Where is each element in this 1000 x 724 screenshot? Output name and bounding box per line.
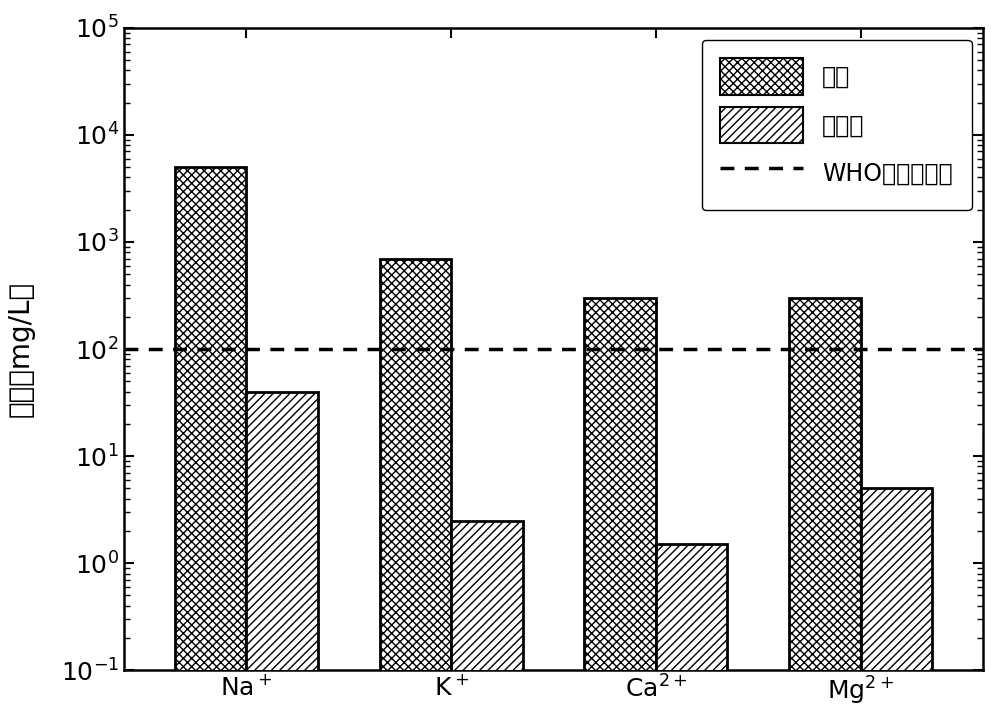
- Bar: [246, 392, 318, 724]
- Bar: [451, 521, 523, 724]
- Bar: [175, 167, 246, 724]
- Legend: 海水, 净化水, WHO饮用水标准: 海水, 净化水, WHO饮用水标准: [702, 40, 972, 211]
- Bar: [861, 489, 932, 724]
- Bar: [789, 298, 861, 724]
- Bar: [584, 298, 656, 724]
- Text: 盐度（mg/L）: 盐度（mg/L）: [7, 281, 35, 417]
- Bar: [380, 258, 451, 724]
- Bar: [656, 544, 727, 724]
